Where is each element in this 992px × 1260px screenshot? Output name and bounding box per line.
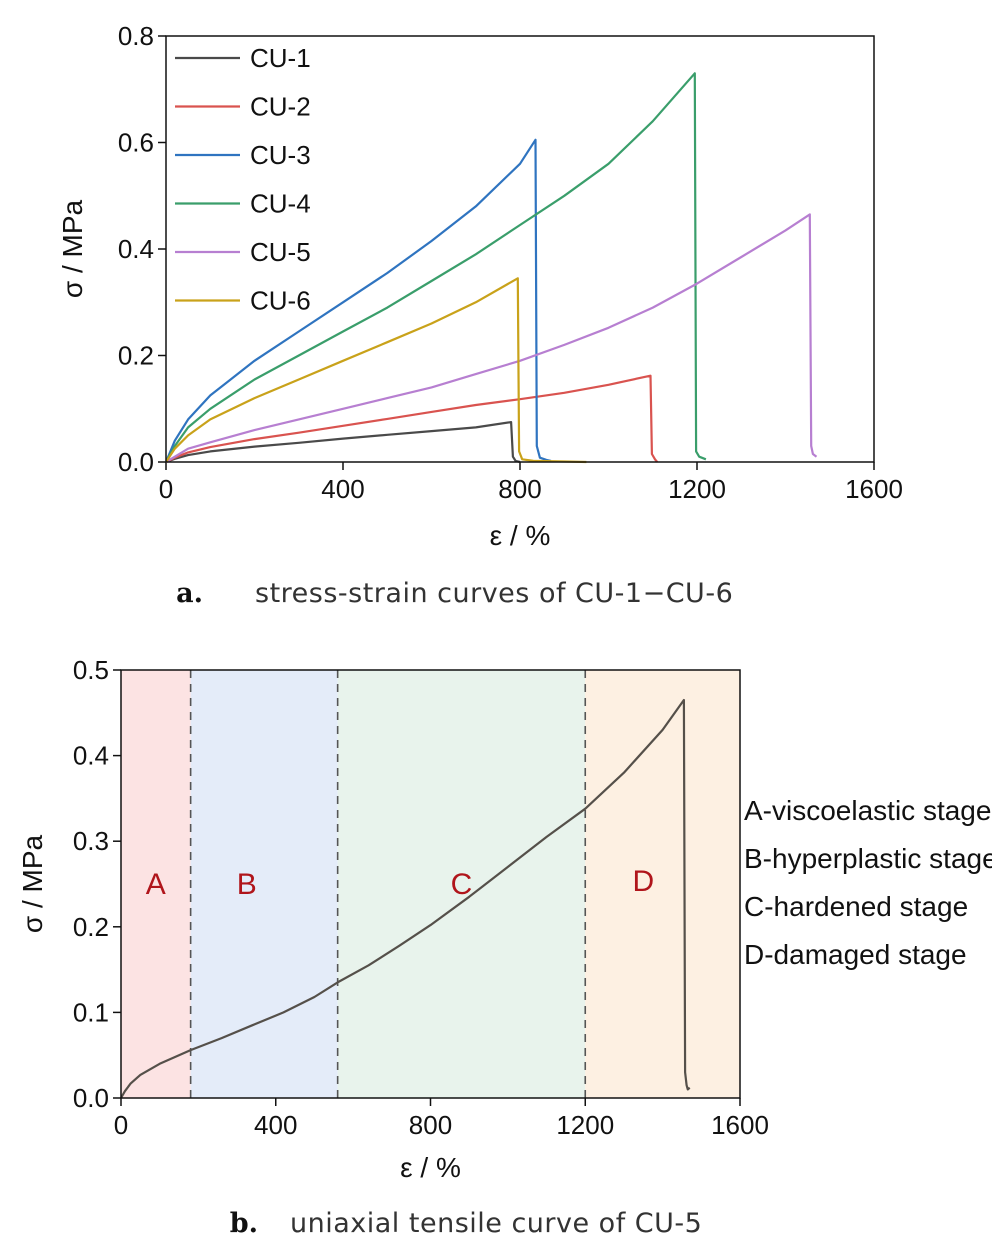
chart-b: 0 400 800 1200 1600 0.0 0.1 0.2 0.3 0.4 0.5 A B C D A-v…	[17, 655, 992, 1183]
x-axis-label: ε / %	[490, 520, 551, 551]
legend-label: CU-3	[250, 140, 311, 170]
stage-description: B-hyperplastic stage	[744, 843, 992, 874]
series-line-cu-3	[164, 138, 552, 463]
stage-label-c: C	[451, 868, 473, 901]
x-axis-label: ε / %	[400, 1152, 461, 1183]
stage-region-a	[121, 670, 191, 1098]
stage-label-a: A	[146, 868, 166, 901]
series-line-cu-6	[165, 277, 587, 464]
series-line-cu-5	[165, 213, 818, 463]
x-tick-label: 800	[409, 1110, 452, 1140]
stage-label-b: B	[237, 868, 257, 901]
chart-a: 0 400 800 1200 1600 0.0 0.2 0.4 0.6 0.8 CU-1 CU-2 CU…	[57, 21, 903, 551]
x-tick-label: 1200	[668, 474, 726, 504]
x-tick-label: 1200	[556, 1110, 614, 1140]
caption-a-letter: a.	[176, 578, 203, 609]
y-tick-label: 0.2	[73, 912, 109, 942]
caption-b-letter: b.	[230, 1208, 258, 1239]
stage-description: D-damaged stage	[744, 939, 967, 970]
x-tick-label: 800	[498, 474, 541, 504]
y-tick-label: 0.2	[118, 341, 154, 371]
x-tick-label: 0	[159, 474, 173, 504]
series-line-cu-4	[165, 72, 707, 463]
cu5-curve	[120, 698, 691, 1099]
y-axis-label: σ / MPa	[17, 834, 48, 933]
legend-label: CU-4	[250, 189, 311, 219]
series-line-cu-1	[165, 421, 521, 464]
legend-label: CU-6	[250, 286, 311, 316]
y-tick-label: 0.0	[73, 1083, 109, 1113]
legend-label: CU-1	[250, 43, 311, 73]
stage-region-b	[190, 670, 338, 1098]
x-tick-label: 400	[321, 474, 364, 504]
plot-frame	[120, 669, 741, 1099]
x-tick-label: 0	[114, 1110, 128, 1140]
stage-description: C-hardened stage	[744, 891, 968, 922]
y-tick-label: 0.5	[73, 655, 109, 685]
y-tick-label: 0.0	[118, 447, 154, 477]
y-tick-label: 0.8	[118, 21, 154, 51]
y-tick-label: 0.3	[73, 826, 109, 856]
stage-label-d: D	[632, 865, 654, 898]
y-axis-label: σ / MPa	[57, 199, 88, 298]
legend-label: CU-5	[250, 237, 311, 267]
x-tick-label: 1600	[845, 474, 903, 504]
x-tick-label: 400	[254, 1110, 297, 1140]
x-tick-label: 1600	[711, 1110, 769, 1140]
plot-frame	[165, 35, 875, 463]
stage-description: A-viscoelastic stage	[744, 795, 991, 826]
y-tick-label: 0.6	[118, 128, 154, 158]
caption-a-text: stress-strain curves of CU-1−CU-6	[255, 578, 733, 609]
legend-label: CU-2	[250, 92, 311, 122]
caption-b-text: uniaxial tensile curve of CU-5	[290, 1208, 702, 1239]
series-line-cu-2	[165, 374, 659, 463]
y-tick-label: 0.4	[118, 234, 154, 264]
stage-region-d	[585, 670, 740, 1098]
y-tick-label: 0.4	[73, 741, 109, 771]
stage-region-c	[337, 670, 586, 1098]
y-tick-label: 0.1	[73, 997, 109, 1027]
